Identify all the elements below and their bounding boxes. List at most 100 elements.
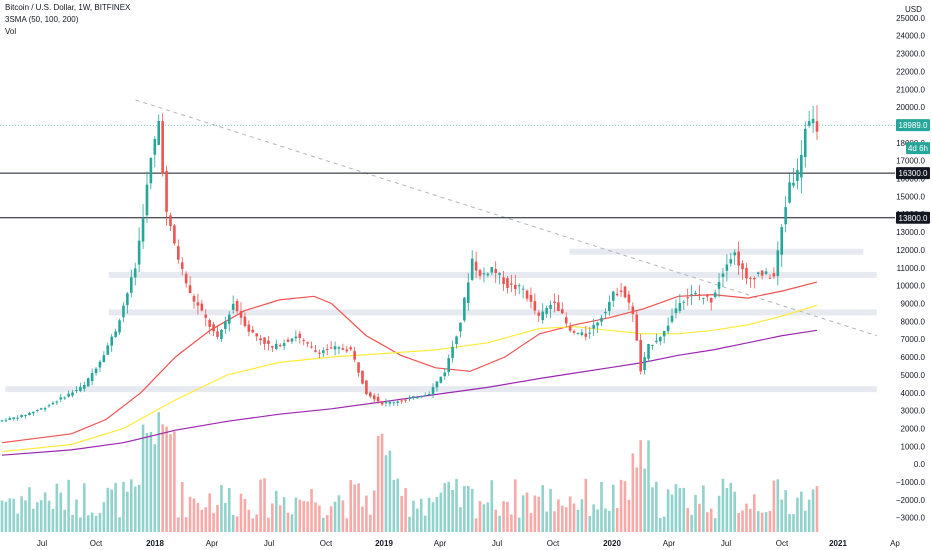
candle-body bbox=[376, 396, 380, 402]
candle-body bbox=[153, 138, 157, 155]
volume-bar bbox=[306, 501, 309, 532]
candle-body bbox=[470, 258, 474, 280]
y-tick-label: 7000.0 bbox=[901, 335, 926, 344]
ma-line-200 bbox=[1, 329, 818, 456]
volume-bar bbox=[392, 480, 396, 532]
candle-body bbox=[79, 386, 82, 392]
volume-bar bbox=[666, 489, 670, 532]
x-tick-label: Oct bbox=[776, 539, 789, 548]
candle-body bbox=[51, 402, 55, 405]
candle-body bbox=[541, 311, 545, 321]
volume-bar bbox=[729, 482, 733, 532]
candle-body bbox=[404, 399, 407, 401]
candle-body bbox=[102, 355, 106, 363]
volume-bar bbox=[702, 485, 705, 532]
horizontal-levels bbox=[0, 124, 895, 219]
x-tick-label: Oct bbox=[547, 539, 560, 548]
candle-body bbox=[788, 182, 791, 203]
candle-body bbox=[247, 324, 251, 332]
volume-bar bbox=[416, 508, 419, 532]
volume-bar bbox=[372, 490, 376, 532]
candle-body bbox=[353, 351, 356, 360]
volume-bar bbox=[655, 481, 658, 532]
candle-body bbox=[435, 381, 439, 388]
moving-averages bbox=[1, 281, 818, 456]
candle-body bbox=[86, 378, 90, 387]
candle-body bbox=[733, 252, 737, 256]
candle-body bbox=[408, 398, 411, 400]
volume-bar bbox=[459, 507, 462, 532]
volume-bar bbox=[251, 518, 255, 532]
volume-bar bbox=[82, 483, 86, 532]
symbol-title: Bitcoin / U.S. Dollar, 1W, BITFINEX bbox=[5, 3, 131, 12]
candle-body bbox=[392, 402, 396, 404]
volume-bar bbox=[474, 518, 478, 532]
y-tick-label: 12000.0 bbox=[896, 246, 925, 255]
candle-body bbox=[592, 324, 595, 329]
volume-bar bbox=[216, 504, 219, 532]
volume-bar bbox=[271, 503, 274, 532]
candle-body bbox=[329, 347, 333, 349]
volume-bar bbox=[803, 510, 807, 532]
price-tag-label: 16300.0 bbox=[899, 169, 928, 178]
volume-bar bbox=[137, 484, 141, 532]
volume-bar bbox=[169, 434, 172, 532]
volume-bar bbox=[196, 503, 200, 532]
ma-indicator-legend: 3SMA (50, 100, 200) bbox=[5, 15, 79, 24]
volume-bar bbox=[502, 501, 505, 532]
volume-bar bbox=[118, 517, 121, 532]
x-tick-label: Jul bbox=[264, 539, 274, 548]
volume-bar bbox=[721, 478, 725, 532]
candle-body bbox=[427, 393, 431, 395]
volume-bar bbox=[35, 502, 39, 532]
volume-bar bbox=[188, 496, 192, 532]
volume-bar bbox=[114, 482, 117, 532]
y-tick-label: 0.0 bbox=[914, 460, 926, 469]
y-tick-label: 5000.0 bbox=[901, 371, 926, 380]
candle-body bbox=[482, 273, 486, 275]
volume-bar bbox=[600, 481, 603, 532]
volume-bar bbox=[274, 490, 278, 532]
volume-bar bbox=[815, 486, 819, 532]
volume-bar bbox=[792, 514, 795, 532]
candle-body bbox=[698, 294, 701, 296]
candle-body bbox=[709, 297, 713, 303]
candle-body bbox=[596, 322, 599, 326]
volume-bar bbox=[686, 507, 689, 532]
volume-bar bbox=[431, 502, 435, 532]
candle-body bbox=[4, 420, 8, 422]
candle-body bbox=[749, 277, 752, 279]
candle-body bbox=[725, 264, 729, 271]
price-tag-box bbox=[906, 142, 930, 155]
y-tick-label: 24000.0 bbox=[896, 32, 925, 41]
volume-bar bbox=[447, 481, 450, 532]
volume-bar bbox=[126, 491, 129, 532]
volume-bar bbox=[662, 516, 666, 532]
volume-bar bbox=[341, 500, 345, 532]
candle-body bbox=[529, 294, 533, 302]
candle-body bbox=[321, 350, 325, 354]
x-tick-label: Jul bbox=[492, 539, 502, 548]
candle-body bbox=[431, 387, 435, 394]
volume-bar bbox=[549, 488, 552, 532]
volume-bar bbox=[768, 510, 772, 532]
candle-body bbox=[690, 294, 693, 296]
volume-bar bbox=[110, 489, 114, 532]
candle-body bbox=[227, 314, 231, 324]
volume-bar bbox=[180, 482, 184, 532]
volume-bar bbox=[255, 514, 258, 532]
x-tick-label: 2020 bbox=[603, 539, 621, 548]
candle-body bbox=[243, 316, 247, 327]
x-tick-label: 2019 bbox=[375, 539, 393, 548]
candle-body bbox=[169, 215, 172, 227]
volume-bar bbox=[494, 509, 498, 532]
volume-bar bbox=[439, 492, 443, 532]
candle-body bbox=[396, 401, 400, 403]
candle-body bbox=[525, 290, 529, 299]
volume-bar bbox=[811, 489, 815, 532]
candle-body bbox=[517, 285, 521, 287]
volume-bar bbox=[16, 513, 19, 532]
candle-body bbox=[94, 368, 98, 374]
candle-body bbox=[796, 170, 799, 182]
